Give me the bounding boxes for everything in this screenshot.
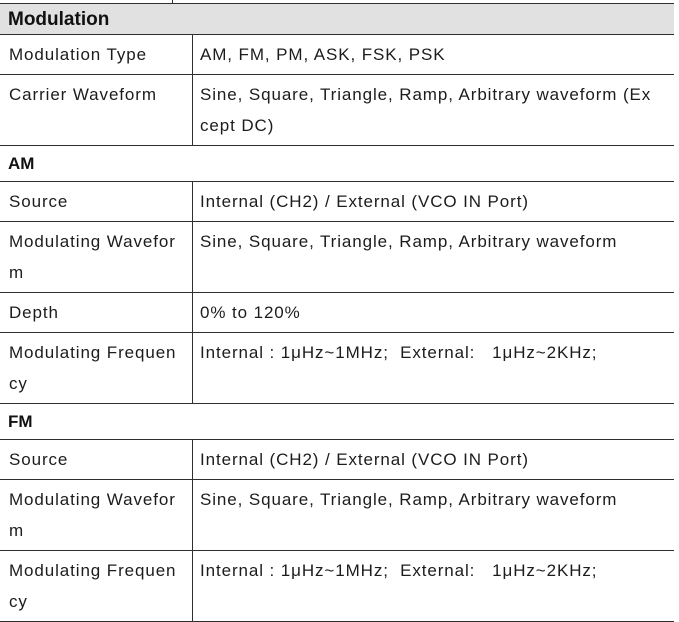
row-value-am-modulating-frequency: Internal : 1μHz~1MHz; External: 1μHz~2KH… [200,343,598,362]
row-value-am-source: Internal (CH2) / External (VCO IN Port) [200,192,529,211]
row-value-am-depth: 0% to 120% [200,303,301,322]
row-label-am-depth: Depth [0,293,193,332]
row-am-depth: Depth 0% to 120% [0,293,674,333]
row-value-modulation-type: AM, FM, PM, ASK, FSK, PSK [200,45,446,64]
row-fm-modulating-waveform: Modulating Waveform Sine, Square, Triang… [0,480,674,551]
row-am-source: Source Internal (CH2) / External (VCO IN… [0,182,674,222]
row-label-carrier-waveform: Carrier Waveform [0,75,193,145]
section-header-modulation: Modulation [0,4,674,35]
row-label-am-modulating-frequency: Modulating Frequency [0,333,193,403]
row-label-fm-modulating-frequency: Modulating Frequency [0,551,193,621]
section-header-am: AM [0,146,674,182]
row-value-am-modulating-waveform: Sine, Square, Triangle, Ramp, Arbitrary … [200,232,618,251]
row-label-fm-modulating-waveform: Modulating Waveform [0,480,193,550]
row-label-am-modulating-waveform: Modulating Waveform [0,222,193,292]
previous-row-divider-stub [172,0,173,4]
row-carrier-waveform: Carrier Waveform Sine, Square, Triangle,… [0,75,674,146]
section-header-fm: FM [0,404,674,440]
row-fm-modulating-frequency: Modulating Frequency Internal : 1μHz~1MH… [0,551,674,622]
row-label-fm-source: Source [0,440,193,479]
row-modulation-type: Modulation Type AM, FM, PM, ASK, FSK, PS… [0,35,674,75]
row-label-am-source: Source [0,182,193,221]
row-value-fm-modulating-frequency: Internal : 1μHz~1MHz; External: 1μHz~2KH… [200,561,598,580]
row-value-fm-modulating-waveform: Sine, Square, Triangle, Ramp, Arbitrary … [200,490,618,509]
previous-row-fragment [0,0,674,4]
row-label-modulation-type: Modulation Type [0,35,193,74]
row-am-modulating-waveform: Modulating Waveform Sine, Square, Triang… [0,222,674,293]
row-value-carrier-waveform: Sine, Square, Triangle, Ramp, Arbitrary … [200,85,652,135]
row-value-fm-source: Internal (CH2) / External (VCO IN Port) [200,450,529,469]
row-fm-source: Source Internal (CH2) / External (VCO IN… [0,440,674,480]
row-am-modulating-frequency: Modulating Frequency Internal : 1μHz~1MH… [0,333,674,404]
